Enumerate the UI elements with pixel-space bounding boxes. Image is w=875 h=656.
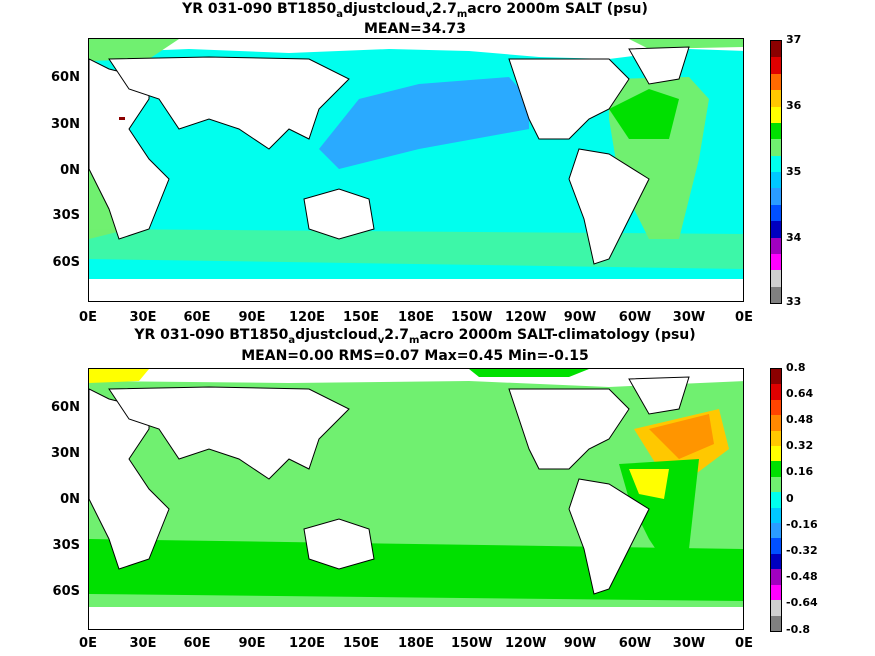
- x-tick-label: 30E: [129, 636, 157, 651]
- colorbar-label: 34: [786, 231, 802, 244]
- colorbar: [770, 368, 782, 632]
- y-tick-label: 30S: [52, 538, 80, 553]
- colorbar-segment: [771, 286, 781, 303]
- y-tick-label: 60S: [52, 255, 80, 270]
- colorbar-segment: [771, 221, 781, 238]
- x-tick-label: 30W: [672, 310, 706, 325]
- x-tick-label: 60E: [183, 636, 211, 651]
- x-tick-label: 0E: [79, 636, 97, 651]
- y-tick-label: 0N: [60, 492, 80, 507]
- x-tick-label: 120W: [505, 636, 547, 651]
- y-tick-label: 60S: [52, 584, 80, 599]
- colorbar-segment: [771, 204, 781, 222]
- x-tick-label: 90W: [563, 636, 597, 651]
- colorbar-label: 0.8: [786, 361, 806, 374]
- colorbar-segment: [771, 172, 781, 189]
- x-tick-label: 150E: [342, 636, 380, 651]
- y-tick-label: 30N: [51, 446, 80, 461]
- x-tick-label: 120E: [288, 310, 326, 325]
- colorbar-segment: [771, 384, 781, 400]
- colorbar-segment: [771, 553, 781, 570]
- colorbar-label: 0: [786, 492, 794, 505]
- colorbar-label: 35: [786, 165, 802, 178]
- x-tick-label: 30E: [129, 310, 157, 325]
- x-tick-label: 90W: [563, 310, 597, 325]
- x-tick-label: 60E: [183, 310, 211, 325]
- y-tick-label: 0N: [60, 163, 80, 178]
- x-tick-label: 30W: [672, 636, 706, 651]
- colorbar-segment: [771, 569, 781, 585]
- x-tick-label: 180E: [397, 636, 435, 651]
- colorbar-segment: [771, 41, 781, 58]
- colorbar-segment: [771, 57, 781, 74]
- colorbar-segment: [771, 615, 781, 631]
- colorbar-label: 0.48: [786, 413, 814, 426]
- colorbar-segment: [771, 270, 781, 287]
- chart-title: YR 031-090 BT1850adjustcloudv2.7macro 20…: [134, 327, 696, 346]
- colorbar-segment: [771, 155, 781, 172]
- colorbar-segment: [771, 492, 781, 508]
- colorbar-segment: [771, 446, 781, 462]
- colorbar-segment: [771, 122, 781, 140]
- x-tick-label: 180E: [397, 310, 435, 325]
- colorbar-label: 33: [786, 295, 802, 308]
- colorbar-segment: [771, 538, 781, 554]
- colorbar-segment: [771, 476, 781, 493]
- x-tick-label: 0E: [735, 310, 753, 325]
- colorbar-label: -0.8: [786, 623, 811, 636]
- colorbar-segment: [771, 237, 781, 254]
- x-tick-label: 60W: [618, 310, 652, 325]
- colorbar-segment: [771, 369, 781, 385]
- x-tick-label: 150W: [451, 636, 493, 651]
- colorbar-label: -0.16: [786, 518, 818, 531]
- colorbar-segment: [771, 584, 781, 601]
- colorbar-segment: [771, 90, 781, 107]
- colorbar-segment: [771, 430, 781, 447]
- colorbar-label: 0.32: [786, 439, 814, 452]
- panel-salt-2000m: YR 031-090 BT1850adjustcloudv2.7macro 20…: [51, 1, 802, 325]
- x-tick-label: 90E: [238, 636, 266, 651]
- colorbar-label: 36: [786, 99, 802, 112]
- map-plot: [88, 38, 744, 302]
- colorbar-segment: [771, 415, 781, 431]
- y-tick-label: 60N: [51, 70, 80, 85]
- y-tick-label: 30S: [52, 208, 80, 223]
- colorbar-segment: [771, 507, 781, 524]
- x-tick-label: 120W: [505, 310, 547, 325]
- colorbar-segment: [771, 399, 781, 416]
- x-tick-label: 150E: [342, 310, 380, 325]
- colorbar-label: 37: [786, 33, 802, 46]
- chart-subtitle: MEAN=0.00 RMS=0.07 Max=0.45 Min=-0.15: [241, 348, 589, 364]
- y-tick-label: 60N: [51, 400, 80, 415]
- colorbar-label: -0.48: [786, 570, 818, 583]
- colorbar-segment: [771, 73, 781, 91]
- x-tick-label: 0E: [735, 636, 753, 651]
- colorbar-segment: [771, 523, 781, 539]
- chart-title: YR 031-090 BT1850adjustcloudv2.7macro 20…: [182, 1, 648, 20]
- x-tick-label: 0E: [79, 310, 97, 325]
- colorbar-label: -0.64: [786, 596, 818, 609]
- x-tick-label: 60W: [618, 636, 652, 651]
- colorbar-label: 0.64: [786, 387, 814, 400]
- colorbar: [770, 40, 782, 304]
- map-plot: [88, 368, 744, 630]
- panel-salt-anomaly: YR 031-090 BT1850adjustcloudv2.7macro 20…: [0, 326, 875, 656]
- chart-subtitle: MEAN=34.73: [363, 21, 467, 37]
- colorbar-segment: [771, 188, 781, 205]
- colorbar-label: -0.32: [786, 544, 818, 557]
- colorbar-segment: [771, 600, 781, 616]
- colorbar-label: 0.16: [786, 465, 814, 478]
- colorbar-segment: [771, 461, 781, 477]
- x-tick-label: 120E: [288, 636, 326, 651]
- x-tick-label: 150W: [451, 310, 493, 325]
- colorbar-segment: [771, 253, 781, 271]
- x-tick-label: 90E: [238, 310, 266, 325]
- colorbar-segment: [771, 106, 781, 123]
- colorbar-segment: [771, 139, 781, 156]
- y-tick-label: 30N: [51, 117, 80, 132]
